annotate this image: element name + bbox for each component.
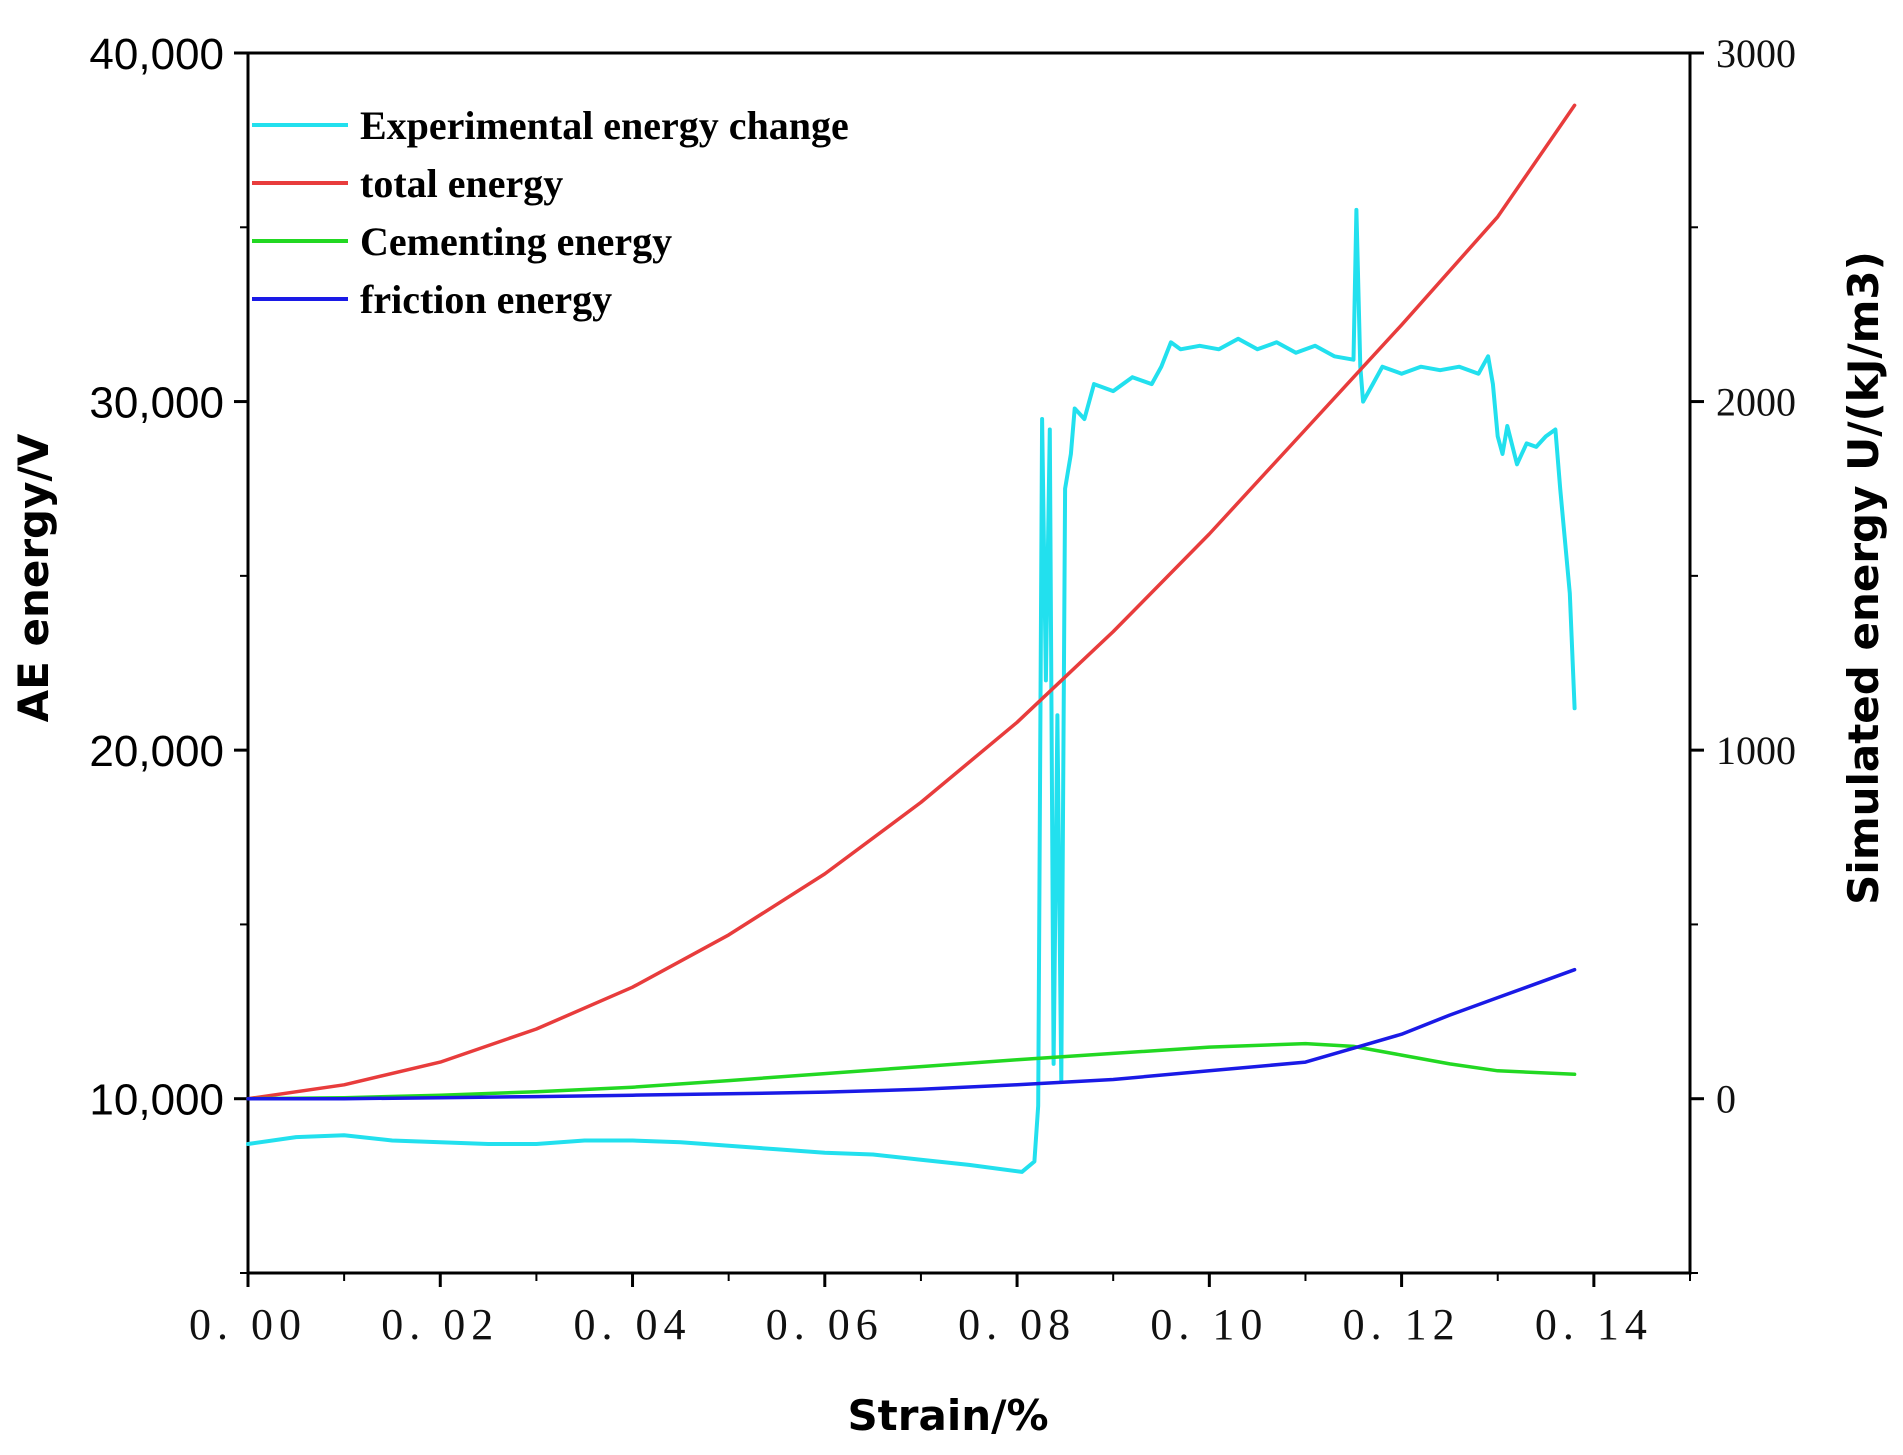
y-tick-label: 20,000 — [89, 727, 224, 776]
x-tick-label: 0. 08 — [958, 1300, 1076, 1349]
x-tick-label: 0. 10 — [1150, 1300, 1268, 1349]
y2-tick-label: 2000 — [1716, 380, 1796, 425]
x-tick-label: 0. 04 — [574, 1300, 692, 1349]
series-line-experimental-energy-change — [246, 207, 1577, 1174]
chart-axes: 0. 00 0. 02 0. 04 0. 06 0. 08 0. 10 0. 12 0. 14… — [89, 30, 1796, 1349]
x-tick-label: 0. 06 — [766, 1300, 884, 1349]
y2-tick-label: 0 — [1716, 1077, 1736, 1122]
x-tick-label: 0. 00 — [189, 1300, 307, 1349]
series-line-friction-energy — [246, 967, 1577, 1101]
y-axis-label: AE energy/V — [9, 433, 58, 722]
x-tick-label: 0. 12 — [1343, 1300, 1461, 1349]
x-tick-label: 0. 14 — [1535, 1300, 1653, 1349]
x-axis-label: Strain/% — [847, 1391, 1048, 1440]
legend-label: Experimental energy change — [360, 103, 849, 148]
legend-label: friction energy — [360, 277, 612, 322]
legend-label: total energy — [360, 161, 563, 206]
y2-tick-label: 3000 — [1716, 31, 1796, 76]
y2-axis-label: Simulated energy U/(kJ/m3) — [1839, 251, 1888, 905]
y2-tick-label: 1000 — [1716, 728, 1796, 773]
x-tick-label: 0. 02 — [381, 1300, 499, 1349]
chart-legend: Experimental energy change total energy Ce… — [252, 103, 849, 322]
y-tick-label: 10,000 — [89, 1076, 224, 1125]
legend-label: Cementing energy — [360, 219, 672, 264]
y-tick-label: 30,000 — [89, 379, 224, 428]
y-tick-label: 40,000 — [89, 30, 224, 79]
series-line-total-energy — [246, 103, 1577, 1101]
chart-series-lines — [246, 103, 1577, 1174]
series-line-cementing-energy — [246, 1041, 1577, 1101]
plot-frame — [246, 51, 1692, 1275]
